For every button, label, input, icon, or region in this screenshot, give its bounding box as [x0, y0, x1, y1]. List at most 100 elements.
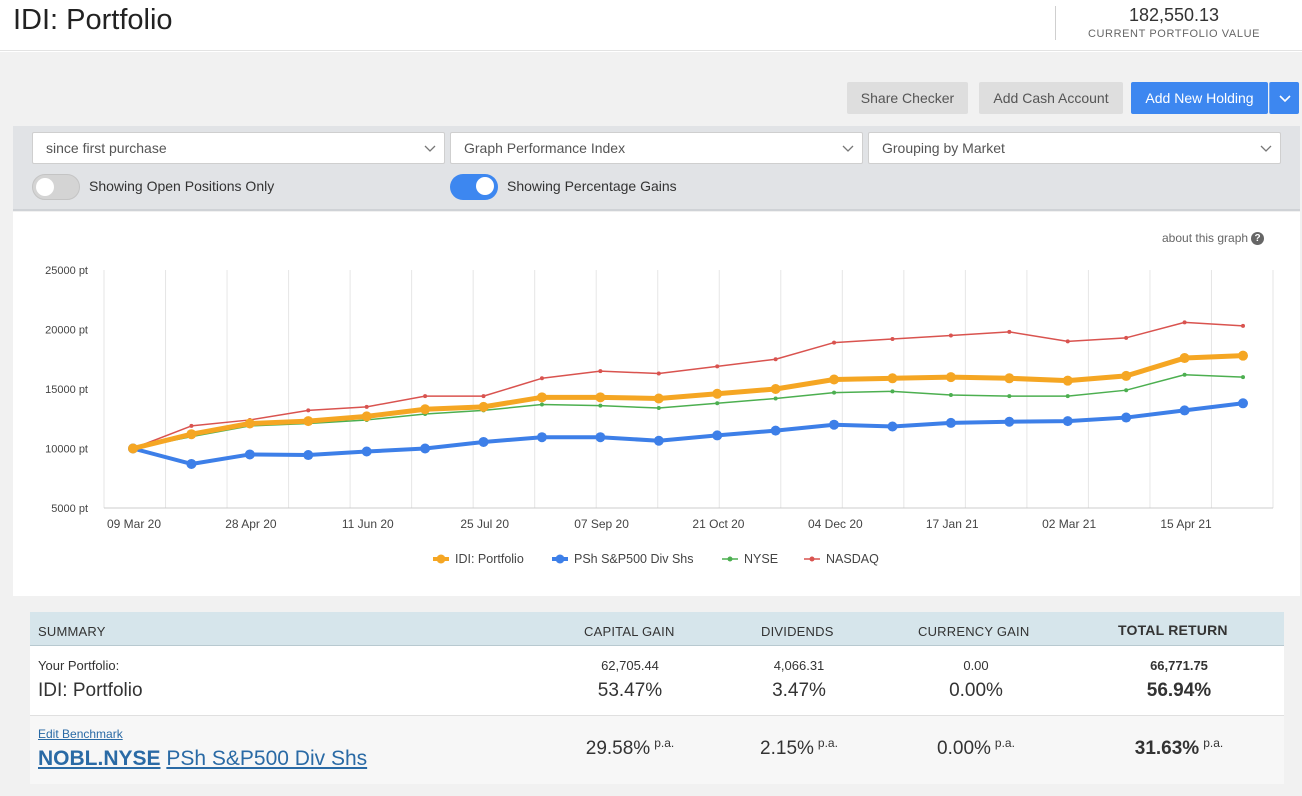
data-point-idi-portfolio — [945, 372, 956, 383]
period-select-value: since first purchase — [46, 140, 167, 156]
benchmark-code-link[interactable]: NOBL.NYSE — [38, 747, 161, 770]
series-line-nasdaq — [132, 321, 1244, 450]
data-point-nyse — [1065, 394, 1070, 399]
data-point-nasdaq — [948, 333, 953, 338]
data-point-nyse — [598, 403, 603, 408]
legend-swatch-marker — [555, 554, 565, 564]
data-point-nyse — [1124, 388, 1129, 393]
open-positions-toggle[interactable] — [32, 174, 80, 200]
x-tick-label: 11 Jun 20 — [342, 517, 394, 531]
toggle-knob — [36, 178, 54, 196]
data-point-nasdaq — [189, 423, 194, 428]
period-select[interactable]: since first purchase — [32, 132, 445, 164]
help-icon: ? — [1251, 232, 1265, 246]
data-point-nasdaq — [481, 394, 486, 399]
about-graph-link[interactable]: about this graph? — [1162, 231, 1265, 246]
data-point-nyse — [1241, 375, 1245, 380]
data-point-psh-s-p500-div-shs — [1121, 412, 1132, 423]
data-point-nyse — [832, 390, 837, 395]
data-point-idi-portfolio — [536, 392, 547, 403]
benchmark-currency-gain: 0.00% p.a. — [896, 736, 1056, 760]
dividends-header: DIVIDENDS — [761, 624, 834, 639]
filter-panel: since first purchase Graph Performance I… — [13, 126, 1300, 211]
data-point-idi-portfolio — [303, 416, 314, 427]
data-point-psh-s-p500-div-shs — [1179, 405, 1190, 416]
chart-legend[interactable]: IDI: Portfolio PSh S&P500 Div Shs NYSE NASD… — [433, 552, 879, 566]
data-point-nasdaq — [773, 357, 778, 362]
data-point-psh-s-p500-div-shs — [653, 435, 664, 446]
y-tick-label: 15000 pt — [45, 384, 88, 396]
x-tick-label: 04 Dec 20 — [808, 517, 863, 531]
series-line-idi-portfolio — [132, 353, 1244, 451]
data-point-idi-portfolio — [420, 404, 431, 415]
data-point-nasdaq — [832, 340, 837, 345]
data-point-idi-portfolio — [186, 429, 197, 440]
chevron-down-icon — [1278, 82, 1291, 114]
legend-item-label[interactable]: NASDAQ — [826, 552, 879, 566]
capital-gain-value: 62,705.44 — [601, 658, 659, 673]
graph-type-select[interactable]: Graph Performance Index — [450, 132, 863, 164]
x-tick-label: 25 Jul 20 — [460, 517, 509, 531]
y-axis: 25000 pt 20000 pt 15000 pt 10000 pt 5000 pt — [45, 265, 88, 515]
total-return-value: 66,771.75 — [1150, 658, 1208, 673]
add-cash-account-button[interactable]: Add Cash Account — [979, 82, 1123, 114]
data-point-idi-portfolio — [478, 401, 489, 412]
chart-series — [128, 320, 1248, 469]
data-point-psh-s-p500-div-shs — [244, 449, 255, 460]
toggle-knob — [476, 177, 494, 195]
data-point-idi-portfolio — [829, 374, 840, 385]
y-tick-label: 10000 pt — [45, 444, 88, 456]
data-point-psh-s-p500-div-shs — [770, 425, 781, 436]
x-tick-label: 28 Apr 20 — [225, 517, 277, 531]
add-new-holding-button[interactable]: Add New Holding — [1131, 82, 1268, 114]
data-point-nasdaq — [539, 376, 544, 381]
data-point-nyse — [1182, 372, 1187, 377]
total-return-header: TOTAL RETURN — [1118, 622, 1228, 638]
edit-benchmark-link[interactable]: Edit Benchmark — [38, 727, 123, 741]
data-point-idi-portfolio — [1004, 373, 1015, 384]
data-point-idi-portfolio — [128, 443, 138, 454]
pa-suffix: p.a. — [654, 736, 675, 750]
data-point-idi-portfolio — [887, 373, 898, 384]
percentage-gains-toggle[interactable] — [450, 174, 498, 200]
legend-item-label[interactable]: NYSE — [744, 552, 778, 566]
data-point-idi-portfolio — [1121, 370, 1132, 381]
data-point-idi-portfolio — [1179, 353, 1190, 364]
data-point-nyse — [656, 406, 661, 411]
data-point-nyse — [1007, 394, 1012, 399]
percentage-gains-label: Showing Percentage Gains — [507, 178, 677, 194]
portfolio-name: IDI: Portfolio — [38, 680, 143, 701]
series-line-nyse — [132, 373, 1244, 450]
data-point-psh-s-p500-div-shs — [186, 458, 197, 469]
share-checker-button[interactable]: Share Checker — [847, 82, 968, 114]
chevron-down-icon — [842, 133, 854, 163]
open-positions-label: Showing Open Positions Only — [89, 178, 275, 194]
portfolio-value-label: CURRENT PORTFOLIO VALUE — [1087, 28, 1261, 40]
currency-gain-pct: 0.00% — [949, 680, 1003, 701]
data-point-nasdaq — [598, 369, 603, 374]
benchmark-name-link[interactable]: PSh S&P500 Div Shs — [166, 747, 368, 770]
x-axis: 09 Mar 20 28 Apr 20 11 Jun 20 25 Jul 20 07 S… — [107, 517, 1212, 531]
page-header: IDI: Portfolio 182,550.13 CURRENT PORTFO… — [0, 0, 1302, 51]
data-point-psh-s-p500-div-shs — [945, 417, 956, 428]
data-point-psh-s-p500-div-shs — [420, 443, 431, 454]
legend-swatch-marker — [727, 556, 733, 562]
x-tick-label: 21 Oct 20 — [692, 517, 744, 531]
benchmark-dividends: 2.15% p.a. — [719, 736, 879, 760]
chart-grid — [103, 270, 1274, 509]
x-tick-label: 17 Jan 21 — [926, 517, 979, 531]
x-tick-label: 09 Mar 20 — [107, 517, 161, 531]
dividends-value: 4,066.31 — [773, 658, 825, 673]
data-point-psh-s-p500-div-shs — [712, 430, 723, 441]
data-point-nasdaq — [715, 364, 720, 369]
legend-item-label[interactable]: PSh S&P500 Div Shs — [574, 552, 694, 566]
pa-suffix: p.a. — [1203, 736, 1224, 750]
data-point-psh-s-p500-div-shs — [478, 436, 489, 447]
data-point-idi-portfolio — [653, 393, 664, 404]
data-point-nyse — [773, 396, 778, 401]
legend-item-label[interactable]: IDI: Portfolio — [455, 552, 524, 566]
data-point-nasdaq — [1065, 339, 1070, 344]
data-point-nyse — [715, 401, 720, 406]
grouping-select[interactable]: Grouping by Market — [868, 132, 1281, 164]
add-holding-dropdown-button[interactable] — [1269, 82, 1299, 114]
